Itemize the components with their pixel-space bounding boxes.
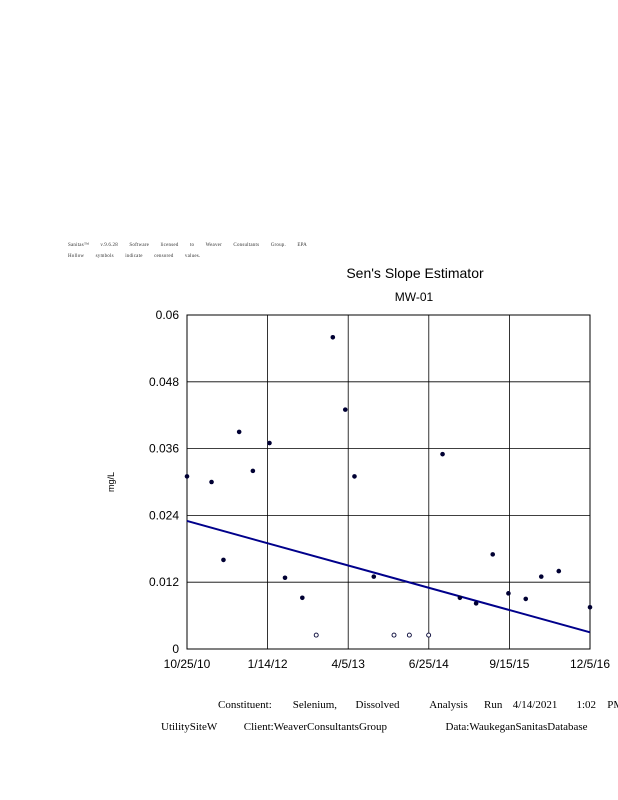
data-point xyxy=(440,451,445,457)
data-point xyxy=(506,591,511,596)
data-point xyxy=(267,440,272,446)
license-word: to xyxy=(189,243,195,248)
censored-data-point xyxy=(391,632,397,638)
license-line: Sanitas™ v.9.6.28 Software licensed to W… xyxy=(68,243,317,248)
footer-line-2: UtilitySiteW Client:WeaverConsultantsGro… xyxy=(161,721,588,733)
grid xyxy=(186,314,591,650)
license-word: Consultants xyxy=(233,243,260,248)
sens-slope-line xyxy=(186,520,591,634)
license-word: Software xyxy=(129,243,150,248)
footer-item: Dissolved xyxy=(355,699,400,711)
censored-data-point xyxy=(313,632,319,638)
data-point xyxy=(352,474,357,479)
data-point xyxy=(538,574,544,579)
data-point xyxy=(209,479,214,485)
data-point xyxy=(587,604,593,610)
footer-item: PM xyxy=(607,699,618,711)
censored-data-point xyxy=(426,632,432,638)
y-tick-labels: 0 0.012 0.024 0.036 0.048 0.06 xyxy=(149,308,179,656)
license-word: Sanitas™ xyxy=(68,243,89,248)
license-word: v.9.6.28 xyxy=(100,243,118,248)
footer-item: Constituent: xyxy=(218,699,272,711)
data-point xyxy=(330,334,336,340)
footer-item: Analysis xyxy=(429,699,468,711)
trend-line xyxy=(186,520,591,634)
note-word: censored xyxy=(154,254,174,259)
data-point xyxy=(250,468,256,474)
footer-item: Selenium, xyxy=(292,699,338,711)
data-point xyxy=(282,575,288,581)
y-axis-label: mg/L xyxy=(106,472,116,492)
x-tick-label: 10/25/10 xyxy=(164,657,211,671)
note-word: symbols xyxy=(95,254,114,259)
y-tick-label: 0.012 xyxy=(149,575,179,589)
license-word: Group. xyxy=(270,243,286,248)
license-word: licensed xyxy=(160,243,179,248)
note-word: values. xyxy=(184,254,201,259)
data-point xyxy=(300,595,305,601)
footer-item: Run xyxy=(484,699,503,711)
data-point xyxy=(371,574,377,579)
data-point xyxy=(184,474,190,479)
footer-item: UtilitySiteW xyxy=(161,721,218,733)
data-point xyxy=(342,407,348,412)
x-tick-label: 9/15/15 xyxy=(489,657,529,671)
x-tick-label: 4/5/13 xyxy=(332,657,366,671)
data-point xyxy=(457,595,463,601)
license-word: EPA xyxy=(297,243,307,248)
y-tick-label: 0.024 xyxy=(149,508,179,522)
data-point xyxy=(523,596,529,602)
note-word: indicate xyxy=(125,254,143,259)
data-point xyxy=(556,568,562,574)
data-point xyxy=(473,601,479,606)
data-point xyxy=(221,557,226,563)
censored-note-line: Hollow symbols indicate censored values. xyxy=(68,254,210,259)
x-tick-label: 12/5/16 xyxy=(570,657,610,671)
x-tick-label: 1/14/12 xyxy=(248,657,288,671)
y-tick-label: 0.036 xyxy=(149,442,179,456)
footer-item: 4/14/2021 xyxy=(512,699,558,711)
x-tick-labels: 10/25/10 1/14/12 4/5/13 6/25/14 9/15/15 12/5/… xyxy=(164,657,611,671)
note-word: Hollow xyxy=(68,254,85,259)
license-word: Weaver xyxy=(205,243,222,248)
data-point xyxy=(236,429,242,435)
x-tick-label: 6/25/14 xyxy=(409,657,449,671)
footer-item: 1:02 xyxy=(576,699,597,711)
footer-item: Data:WaukeganSanitasDatabase xyxy=(445,721,588,733)
data-points xyxy=(184,334,593,638)
data-point xyxy=(490,552,496,557)
footer-line-1: Constituent: Selenium, Dissolved Analysi… xyxy=(218,699,618,711)
censored-data-point xyxy=(406,632,412,638)
chart-subtitle: MW-01 xyxy=(395,290,434,304)
y-tick-label: 0 xyxy=(172,642,179,656)
plot-frame xyxy=(186,314,591,650)
footer-item: Client:WeaverConsultantsGroup xyxy=(243,721,388,733)
y-tick-label: 0.048 xyxy=(149,375,179,389)
chart-title: Sen's Slope Estimator xyxy=(346,265,484,281)
y-tick-label: 0.06 xyxy=(156,308,180,322)
